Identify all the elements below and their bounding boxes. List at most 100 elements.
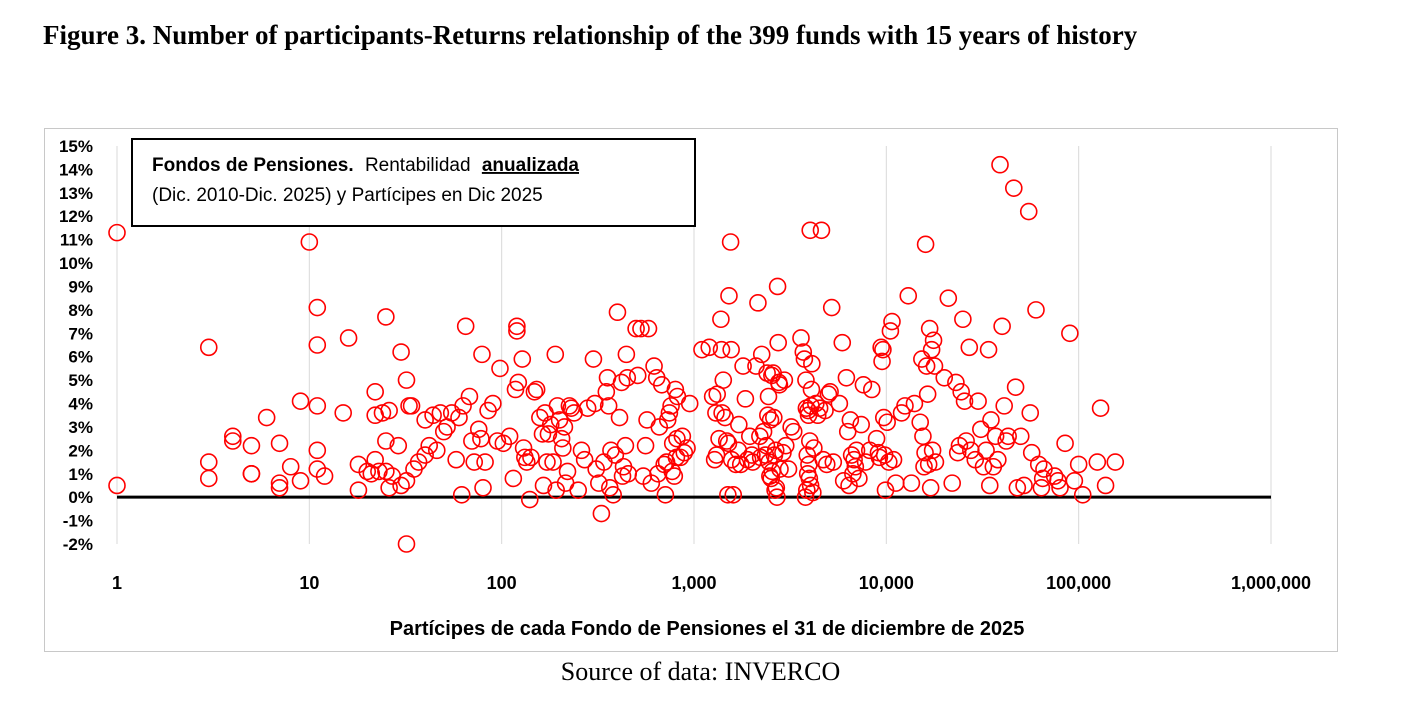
data-point (969, 392, 987, 410)
data-point (599, 397, 618, 415)
text-box-underlined: anualizada (482, 155, 580, 176)
data-point (995, 397, 1013, 415)
data-point (199, 469, 218, 488)
data-point (1106, 453, 1125, 471)
x-axis-label: Partícipes de cada Fondo de Pensiones el… (390, 618, 1025, 640)
data-point (349, 455, 368, 474)
data-point (675, 443, 694, 462)
data-point (454, 397, 472, 415)
data-point (881, 322, 900, 340)
data-point (397, 535, 416, 553)
data-point (500, 427, 519, 446)
data-point (712, 310, 730, 329)
data-point (308, 397, 327, 415)
data-point (1096, 476, 1115, 495)
data-point (575, 450, 594, 469)
data-point (972, 420, 990, 439)
data-point (645, 357, 663, 375)
data-point (926, 453, 945, 471)
data-point (768, 277, 787, 296)
data-point (794, 343, 813, 361)
data-point (991, 155, 1009, 174)
data-point (665, 467, 684, 485)
data-point (447, 450, 465, 469)
data-point (642, 474, 661, 492)
data-point (452, 486, 471, 504)
data-point (223, 432, 242, 450)
data-point (722, 340, 740, 359)
data-point (838, 422, 857, 441)
data-point (617, 345, 636, 364)
data-point (1088, 453, 1107, 471)
data-point (852, 415, 870, 434)
data-point (821, 383, 839, 401)
data-point (920, 319, 939, 338)
data-point (257, 408, 276, 427)
data-point (960, 338, 979, 357)
data-point (716, 408, 734, 427)
x-tick-label: 1,000,000 (1231, 573, 1311, 593)
data-point (1015, 476, 1033, 495)
data-point (281, 457, 300, 476)
data-point (1061, 324, 1079, 343)
data-point (1011, 427, 1030, 446)
x-tick-label: 100,000 (1046, 573, 1111, 593)
y-tick-label: 5% (68, 371, 93, 390)
data-point (671, 448, 690, 467)
data-point (993, 317, 1011, 336)
data-point (1045, 467, 1064, 485)
data-point (377, 308, 395, 326)
data-point (979, 340, 998, 359)
data-point (754, 422, 773, 441)
data-point (720, 287, 738, 305)
axis-layer: -2% -1% 0% 1% 2% 3% 4% 5% 6% 7% 8% 9% 10% 11% 12% 13% 14… (59, 137, 1311, 593)
data-point (884, 450, 903, 469)
data-point (977, 441, 995, 460)
data-point (616, 436, 635, 455)
data-point (242, 436, 261, 455)
data-point (730, 415, 748, 434)
data-point (759, 387, 778, 406)
data-point (409, 453, 428, 471)
data-point (572, 441, 591, 460)
data-point (751, 427, 769, 446)
data-point (724, 486, 743, 504)
data-point (538, 453, 556, 471)
data-point (392, 476, 410, 495)
data-point (721, 233, 740, 251)
data-point (508, 322, 526, 340)
data-point (801, 476, 820, 495)
data-point (911, 413, 930, 432)
data-point (847, 441, 866, 460)
data-point (270, 479, 289, 497)
data-point (476, 453, 494, 471)
data-point (308, 298, 327, 317)
data-point (472, 429, 490, 448)
data-point (555, 418, 574, 436)
x-tick-label: 10,000 (859, 573, 914, 593)
data-point (919, 455, 938, 474)
data-point (812, 221, 831, 240)
y-tick-label: -2% (63, 535, 93, 554)
data-point (804, 483, 822, 502)
data-point (844, 464, 862, 483)
y-tick-label: 2% (68, 441, 93, 460)
data-point (300, 233, 319, 251)
data-point (923, 441, 942, 460)
y-tick-label: 3% (68, 418, 93, 437)
data-point (366, 450, 384, 469)
data-point (872, 338, 890, 357)
data-point (597, 383, 616, 401)
data-point (656, 486, 675, 504)
data-point (639, 319, 658, 338)
data-point (833, 333, 852, 352)
data-point (749, 294, 767, 312)
data-point (999, 427, 1017, 446)
data-point (830, 394, 849, 413)
data-point (867, 429, 886, 448)
points-layer (108, 155, 1125, 553)
data-point (776, 436, 795, 455)
data-point (291, 471, 310, 490)
data-point (917, 357, 936, 375)
data-point (982, 411, 1000, 429)
